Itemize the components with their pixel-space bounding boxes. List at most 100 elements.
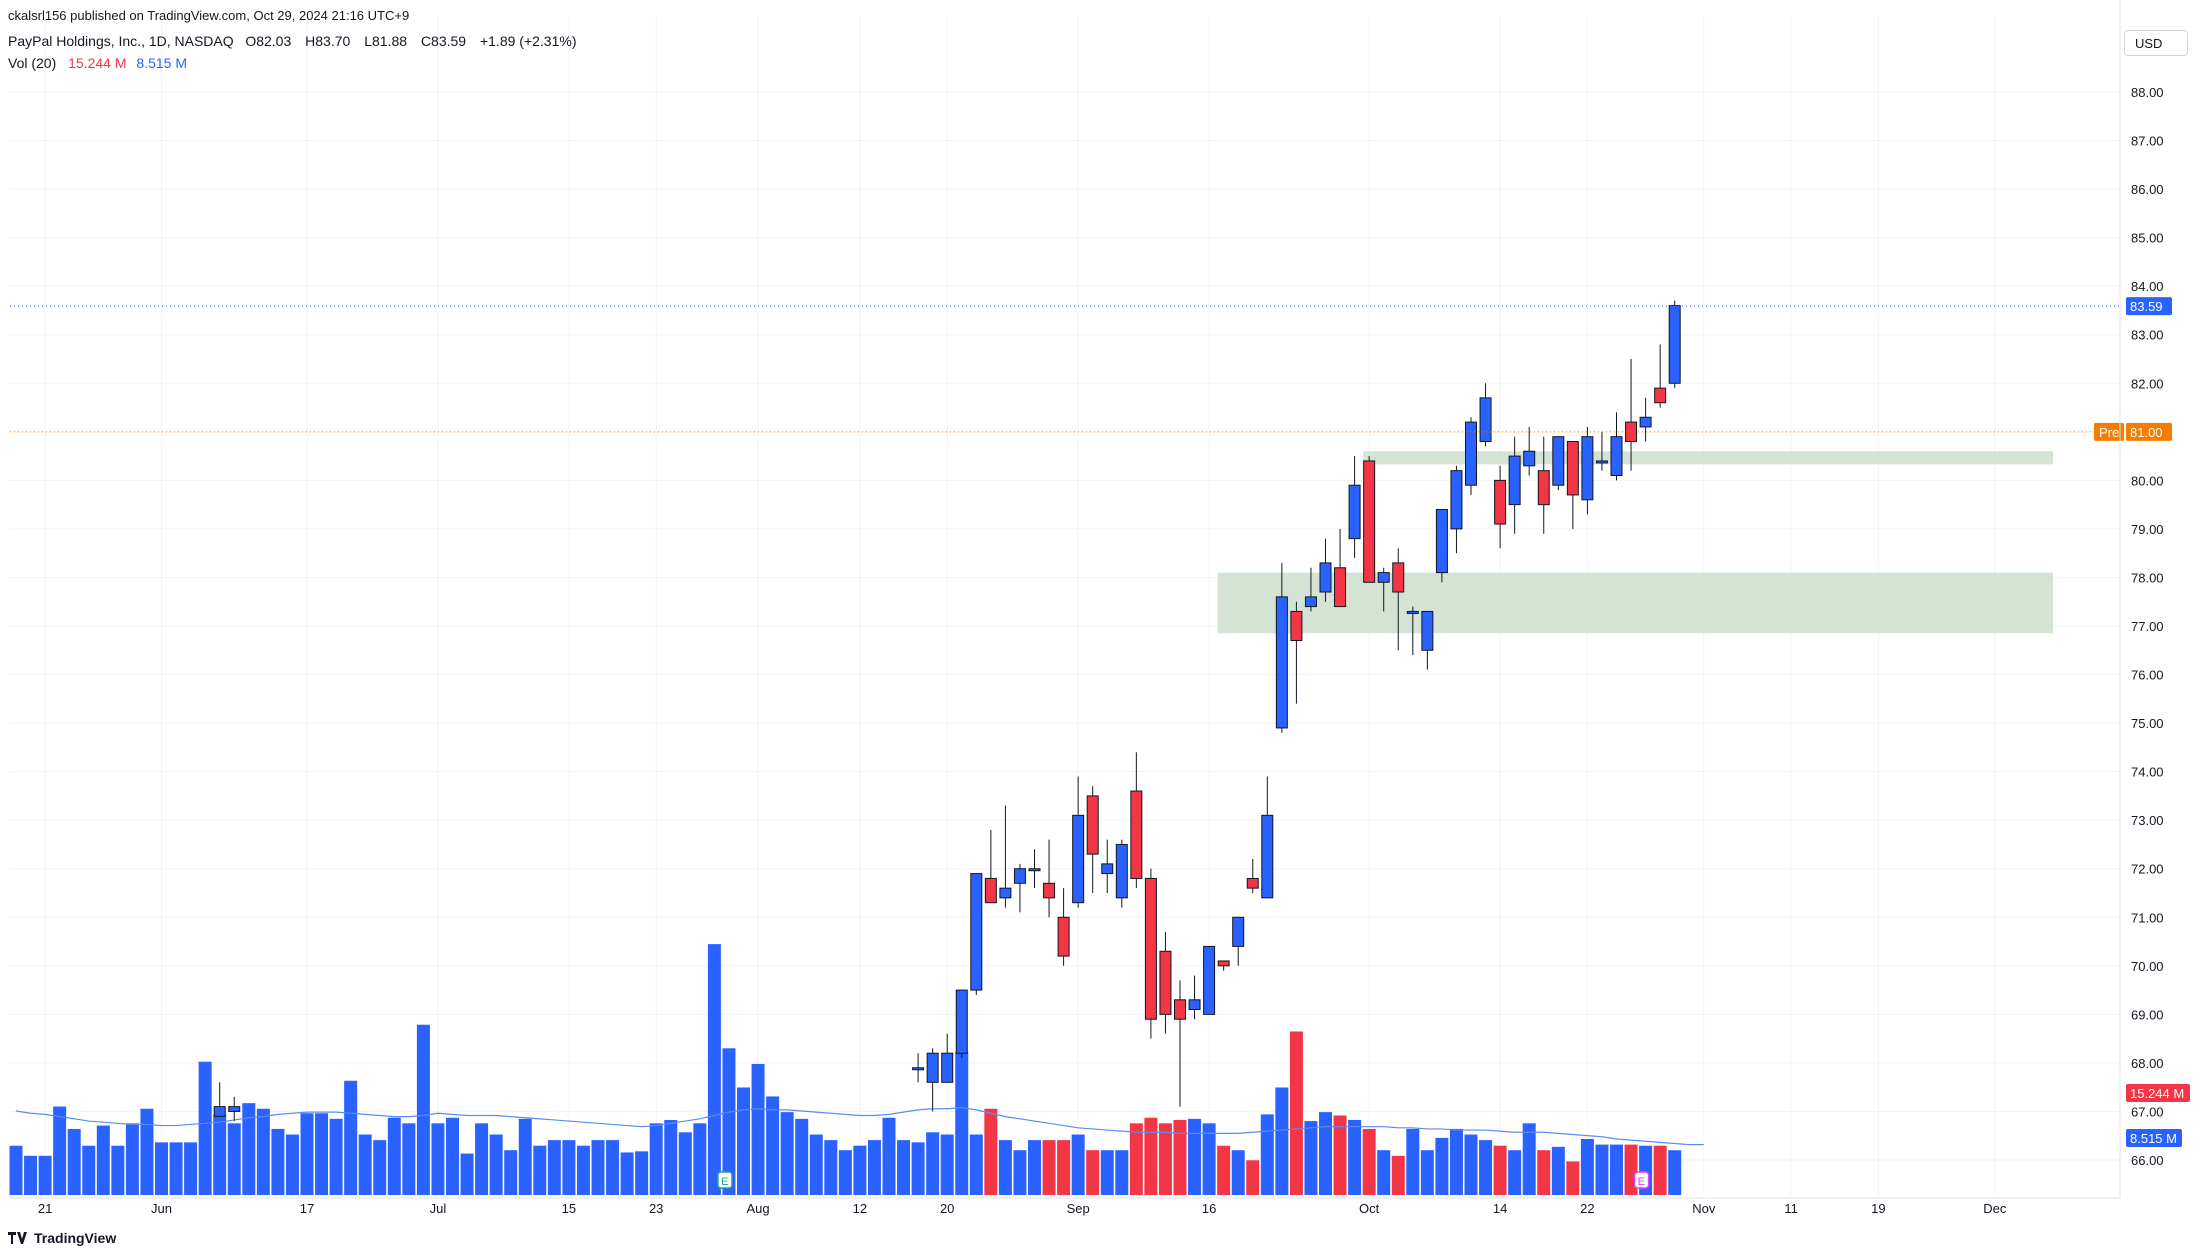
volume-bar [285, 1134, 299, 1195]
volume-value: 15.244 M [68, 55, 127, 71]
x-tick-label: 23 [649, 1201, 663, 1216]
volume-bar [1042, 1140, 1056, 1195]
candle-body [999, 887, 1012, 899]
volume-bar [358, 1134, 372, 1195]
volume-bar [1537, 1150, 1551, 1195]
volume-bar [1275, 1087, 1289, 1195]
volume-bar [853, 1145, 867, 1195]
x-tick-label: 19 [1871, 1201, 1885, 1216]
volume-bar [751, 1063, 765, 1195]
y-tick-label: 83.00 [2131, 328, 2164, 343]
volume-bar [984, 1108, 998, 1195]
y-tick-label: 69.00 [2131, 1007, 2164, 1022]
volume-bar [1188, 1118, 1202, 1195]
volume-bar [882, 1117, 896, 1195]
candle-body [1421, 610, 1434, 651]
x-tick-label: Dec [1983, 1201, 2007, 1216]
volume-bar [1362, 1128, 1376, 1195]
last-price-badge-bg [2126, 297, 2172, 316]
y-tick-label: 79.00 [2131, 522, 2164, 537]
volume-bar [1668, 1150, 1682, 1195]
candle-body [1450, 470, 1463, 530]
y-tick-label: 85.00 [2131, 231, 2164, 246]
volume-bar [9, 1145, 23, 1195]
candle-body [213, 1106, 226, 1117]
volume-bar [1391, 1155, 1405, 1195]
volume-bar [1100, 1150, 1114, 1195]
candle-body [1217, 960, 1230, 967]
volume-bar [649, 1123, 663, 1195]
x-tick-label: Sep [1067, 1201, 1090, 1216]
volume-bar [722, 1048, 736, 1195]
candle-body [955, 989, 968, 1054]
earnings-marker-label: E [1638, 1176, 1645, 1188]
volume-bar [1202, 1123, 1216, 1195]
volume-bar [1319, 1112, 1332, 1195]
candle-body [1101, 863, 1114, 875]
volume-bar [678, 1132, 692, 1195]
volume-bar [1653, 1145, 1667, 1195]
y-tick-label: 68.00 [2131, 1056, 2164, 1071]
volume-label: Vol (20) [8, 55, 57, 71]
volume-bar [38, 1155, 52, 1195]
y-tick-label: 86.00 [2131, 182, 2164, 197]
volume-bar [198, 1061, 212, 1195]
volume-bar [576, 1145, 590, 1195]
candle-body [1625, 421, 1638, 443]
candle-body [941, 1052, 954, 1083]
volume-bar [562, 1140, 576, 1195]
y-tick-label: 74.00 [2131, 765, 2164, 780]
volume-bar [533, 1145, 547, 1195]
volume-bar [1086, 1150, 1100, 1195]
candle-body [1523, 450, 1536, 467]
volume-bar [344, 1080, 358, 1195]
volume-bar [329, 1118, 343, 1195]
volume-bar [1028, 1140, 1041, 1195]
candle-body [912, 1067, 925, 1071]
candle-body [1057, 916, 1070, 957]
volume-bar [504, 1150, 518, 1195]
x-tick-label: Aug [746, 1201, 769, 1216]
candle-body [1508, 455, 1521, 506]
volume-bar [67, 1128, 81, 1195]
x-tick-label: 14 [1493, 1201, 1507, 1216]
volume-bar [242, 1103, 256, 1195]
y-tick-label: 71.00 [2131, 910, 2164, 925]
volume-bar [940, 1134, 954, 1195]
y-tick-label: 87.00 [2131, 134, 2164, 149]
candle-body [1043, 882, 1056, 899]
candle-body [1639, 416, 1652, 428]
y-tick-label: 82.00 [2131, 376, 2164, 391]
tradingview-footer[interactable]: TradingView [8, 1230, 116, 1246]
volume-bar [1246, 1160, 1260, 1195]
volume-bar [475, 1123, 489, 1195]
pre-price-badge: 81.00 [2130, 425, 2163, 440]
x-tick-label: 15 [562, 1201, 576, 1216]
last-price-badge: 83.59 [2130, 299, 2163, 314]
candle-body [1610, 436, 1623, 477]
volume-bar [795, 1118, 809, 1195]
x-tick-label: 21 [38, 1201, 52, 1216]
volume-bar [1158, 1123, 1172, 1195]
volume-bar [1449, 1128, 1463, 1195]
support-zone [1363, 451, 2053, 465]
candle-body [1290, 610, 1303, 642]
volume-bar [1057, 1140, 1071, 1195]
volume-bar [82, 1145, 96, 1195]
candle-body [1159, 950, 1172, 1015]
earnings-marker [1633, 1171, 1650, 1189]
candle-body [1377, 572, 1390, 583]
volume-bar [373, 1140, 387, 1195]
candle-body [970, 873, 983, 991]
candle-body [1130, 790, 1143, 879]
volume-bar [1508, 1150, 1522, 1195]
currency-button[interactable]: USD [2124, 30, 2188, 56]
volume-bar [1420, 1150, 1434, 1195]
volume-bar [489, 1134, 503, 1195]
volume-bar [1129, 1123, 1143, 1195]
volume-bar [1610, 1144, 1623, 1195]
volume-bar [606, 1140, 620, 1195]
volume-bar [897, 1140, 911, 1195]
candle-body [1304, 596, 1317, 608]
